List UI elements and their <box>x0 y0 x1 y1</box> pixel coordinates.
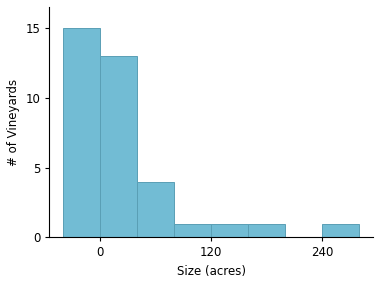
Y-axis label: # of Vineyards: # of Vineyards <box>7 79 20 166</box>
Bar <box>211 223 248 237</box>
Bar <box>100 56 137 237</box>
X-axis label: Size (acres): Size (acres) <box>177 265 246 278</box>
Bar <box>174 223 211 237</box>
Bar <box>322 223 359 237</box>
Bar <box>137 182 174 237</box>
Bar <box>63 28 100 237</box>
Bar <box>248 223 285 237</box>
